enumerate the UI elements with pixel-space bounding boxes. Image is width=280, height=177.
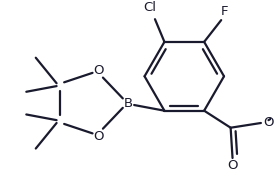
Text: Cl: Cl bbox=[144, 1, 157, 14]
Text: O: O bbox=[93, 130, 103, 143]
Text: F: F bbox=[221, 5, 229, 18]
Text: O: O bbox=[263, 116, 274, 130]
Text: B: B bbox=[124, 97, 133, 110]
Text: O: O bbox=[93, 64, 103, 76]
Text: O: O bbox=[227, 159, 238, 172]
